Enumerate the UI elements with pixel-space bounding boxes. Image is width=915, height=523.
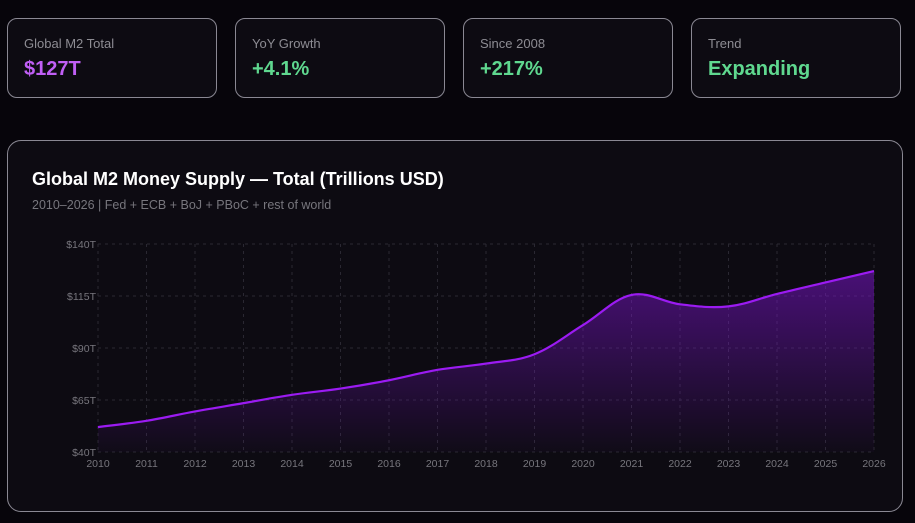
x-tick-label: 2018 [474, 458, 498, 470]
x-axis: 2010 2011 2012 2013 2014 2015 2016 2017 2018 2019… [86, 458, 886, 470]
y-tick-label: $90T [72, 343, 97, 355]
x-tick-label: 2015 [329, 458, 353, 470]
chart-subtitle: 2010–2026 | Fed + ECB + BoJ + PBoC + res… [32, 198, 332, 212]
x-tick-label: 2024 [765, 458, 789, 470]
x-tick-label: 2012 [183, 458, 207, 470]
y-tick-label: $140T [66, 239, 96, 251]
stat-value: +217% [480, 58, 543, 80]
stat-label: Since 2008 [480, 36, 546, 51]
x-tick-label: 2023 [717, 458, 741, 470]
x-tick-label: 2016 [377, 458, 401, 470]
chart-card: Global M2 Money Supply — Total (Trillion… [7, 140, 903, 512]
y-axis: $40T $65T $90T $115T $140T [66, 239, 96, 459]
stat-label: YoY Growth [252, 36, 321, 51]
x-tick-label: 2013 [232, 458, 256, 470]
y-tick-label: $65T [72, 395, 97, 407]
stat-value: Expanding [708, 58, 811, 80]
x-tick-label: 2025 [814, 458, 838, 470]
x-tick-label: 2019 [523, 458, 547, 470]
stat-value: $127T [24, 58, 81, 80]
stats-row: Global M2 Total $127T YoY Growth +4.1% S… [7, 18, 911, 100]
stat-card-trend: Trend Expanding [691, 18, 901, 98]
area-layer [97, 269, 875, 452]
x-tick-label: 2011 [135, 458, 158, 470]
stat-value: +4.1% [252, 58, 310, 80]
stat-card-since-2008: Since 2008 +217% [463, 18, 673, 98]
stat-label: Global M2 Total [24, 36, 115, 51]
m2-area-chart: $40T$65T$90T$115T$140T 2010 2011 2012 2013 2… [66, 239, 886, 470]
x-tick-label: 2010 [86, 458, 110, 470]
x-tick-label: 2017 [426, 458, 450, 470]
x-tick-label: 2026 [862, 458, 886, 470]
stat-label: Trend [708, 36, 742, 51]
y-tick-label: $115T [67, 291, 97, 303]
stat-card-yoy-growth: YoY Growth +4.1% [235, 18, 445, 98]
x-tick-label: 2020 [571, 458, 595, 470]
stat-card-global-m2-total: Global M2 Total $127T [7, 18, 217, 98]
x-tick-label: 2021 [620, 458, 644, 470]
series-area-fill [98, 271, 874, 452]
x-tick-label: 2014 [280, 458, 304, 470]
chart-title: Global M2 Money Supply — Total (Trillion… [32, 169, 444, 189]
y-tick-label: $40T [72, 447, 97, 459]
x-tick-label: 2022 [668, 458, 692, 470]
